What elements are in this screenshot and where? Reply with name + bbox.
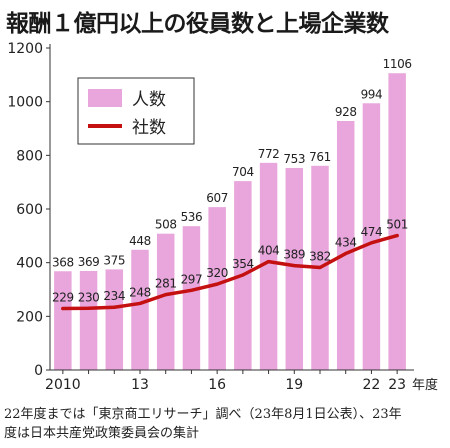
line-point-2018 [266,259,271,264]
line-point-2014 [164,292,168,297]
line-series-path [61,233,399,311]
line-point-2021 [344,251,348,256]
line-point-2016 [215,282,219,286]
x-tick-label: 13 [131,377,149,393]
x-tick-label: 23 [388,377,406,393]
x-axis-unit: 年度 [412,377,438,393]
line-point-2023 [395,233,399,238]
line-value-label: 474 [361,225,383,239]
footnote: 22年度までは「東京商工リサーチ」調べ（23年8月1日公表）、23年 度は日本共… [4,405,448,443]
bar-value-label: 536 [181,210,203,224]
bar-value-label: 375 [103,253,125,267]
line-point-2013 [138,301,142,306]
bar-2022 [362,103,381,370]
bar-value-label: 994 [361,87,383,101]
bar-2013 [131,249,149,370]
legend-swatch-bar [88,89,122,107]
x-tick-label: 16 [208,377,226,393]
bar-value-label: 772 [258,147,280,161]
line-value-label: 248 [129,285,151,299]
bar-value-label: 761 [309,150,331,164]
bar-2011 [79,270,98,370]
footnote-line-1: 22年度までは「東京商工リサーチ」調べ（23年8月1日公表）、23年 [4,407,402,422]
line-value-label: 389 [283,248,305,262]
line-point-2017 [241,273,245,277]
line-value-label: 297 [181,272,203,286]
x-tick-label: 2010 [45,377,81,393]
y-tick-label: 1200 [7,41,43,57]
bar-value-label: 508 [155,218,177,232]
line-point-2019 [292,264,296,268]
bar-2015 [182,226,201,370]
line-value-label: 434 [335,236,357,250]
bar-value-label: 369 [78,255,100,269]
line-value-label: 281 [155,277,177,291]
x-tick-label: 19 [285,377,303,393]
footnote-line-2: 度は日本共産党政策委員会の集計 [4,426,200,441]
y-axis: 0 200 400 600 800 1000 1200 [7,41,51,379]
legend-label-line: 社数 [132,118,166,138]
y-tick-label: 600 [16,202,43,218]
y-tick-label: 200 [16,309,43,325]
y-tick-label: 1000 [7,95,43,111]
bar-2014 [156,233,175,370]
line-value-label: 404 [258,244,280,258]
bar-value-label: 368 [52,255,74,269]
line-value-label: 382 [309,249,331,263]
y-tick-label: 400 [16,256,43,272]
bar-2016 [208,207,226,370]
line-value-label: 230 [78,290,100,304]
chart-title: 報酬１億円以上の役員数と上場企業数 [6,11,389,37]
bar-2018 [259,162,278,370]
bar-value-label: 607 [206,191,228,205]
x-tick-label: 22 [363,377,381,393]
legend-label-bar: 人数 [132,90,166,110]
line-point-2010 [61,306,65,311]
bar-value-label: 704 [232,165,254,179]
line-point-2020 [318,265,322,270]
line-value-label: 229 [52,291,74,305]
bar-2023 [388,73,406,371]
y-tick-label: 0 [34,363,43,379]
bar-value-label: 448 [129,234,151,248]
line-series [61,233,399,311]
line-value-label: 320 [206,266,228,280]
bar-2019 [285,167,304,370]
line-point-2011 [86,306,91,310]
line-point-2015 [189,288,194,292]
line-value-label: 501 [386,218,408,232]
bar-2012 [105,269,124,370]
line-point-2022 [369,241,374,245]
bar-2021 [336,120,355,370]
y-tick-label: 800 [16,148,43,164]
bar-2010 [54,271,72,370]
line-value-label: 234 [103,289,125,303]
x-axis: 2010 13 16 19 22 23 年度 [45,369,438,393]
bar-value-label: 1106 [383,57,412,71]
bar-value-label: 753 [283,152,305,166]
line-value-label: 354 [232,257,254,271]
bar-value-label: 928 [335,105,357,119]
line-point-2012 [112,305,116,309]
